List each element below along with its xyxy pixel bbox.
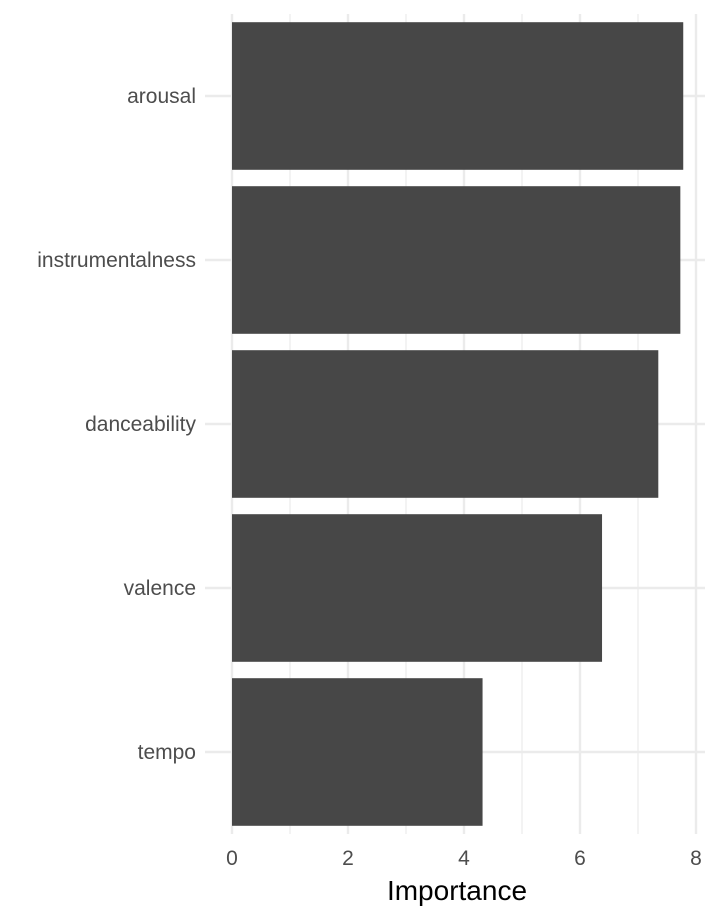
x-tick-label: 6 bbox=[574, 847, 586, 870]
y-tick-label: valence bbox=[124, 577, 196, 600]
bar-arousal bbox=[232, 22, 684, 170]
y-tick-label: tempo bbox=[138, 741, 196, 764]
bar-tempo bbox=[232, 678, 483, 826]
y-tick-label: arousal bbox=[127, 85, 196, 108]
x-axis-tick-labels: 0 2 4 6 8 bbox=[226, 847, 702, 870]
bar-danceability bbox=[232, 350, 659, 498]
x-tick-label: 0 bbox=[226, 847, 238, 870]
y-tick-label: instrumentalness bbox=[37, 249, 196, 272]
x-tick-label: 8 bbox=[690, 847, 702, 870]
y-axis-tick-labels: arousal instrumentalness danceability valen… bbox=[37, 85, 196, 764]
bars bbox=[232, 22, 684, 826]
x-tick-label: 2 bbox=[342, 847, 354, 870]
y-tick-label: danceability bbox=[85, 413, 196, 436]
x-tick-label: 4 bbox=[458, 847, 470, 870]
bar-valence bbox=[232, 514, 603, 662]
bar-instrumentalness bbox=[232, 186, 681, 334]
x-axis-title: Importance bbox=[387, 875, 527, 906]
